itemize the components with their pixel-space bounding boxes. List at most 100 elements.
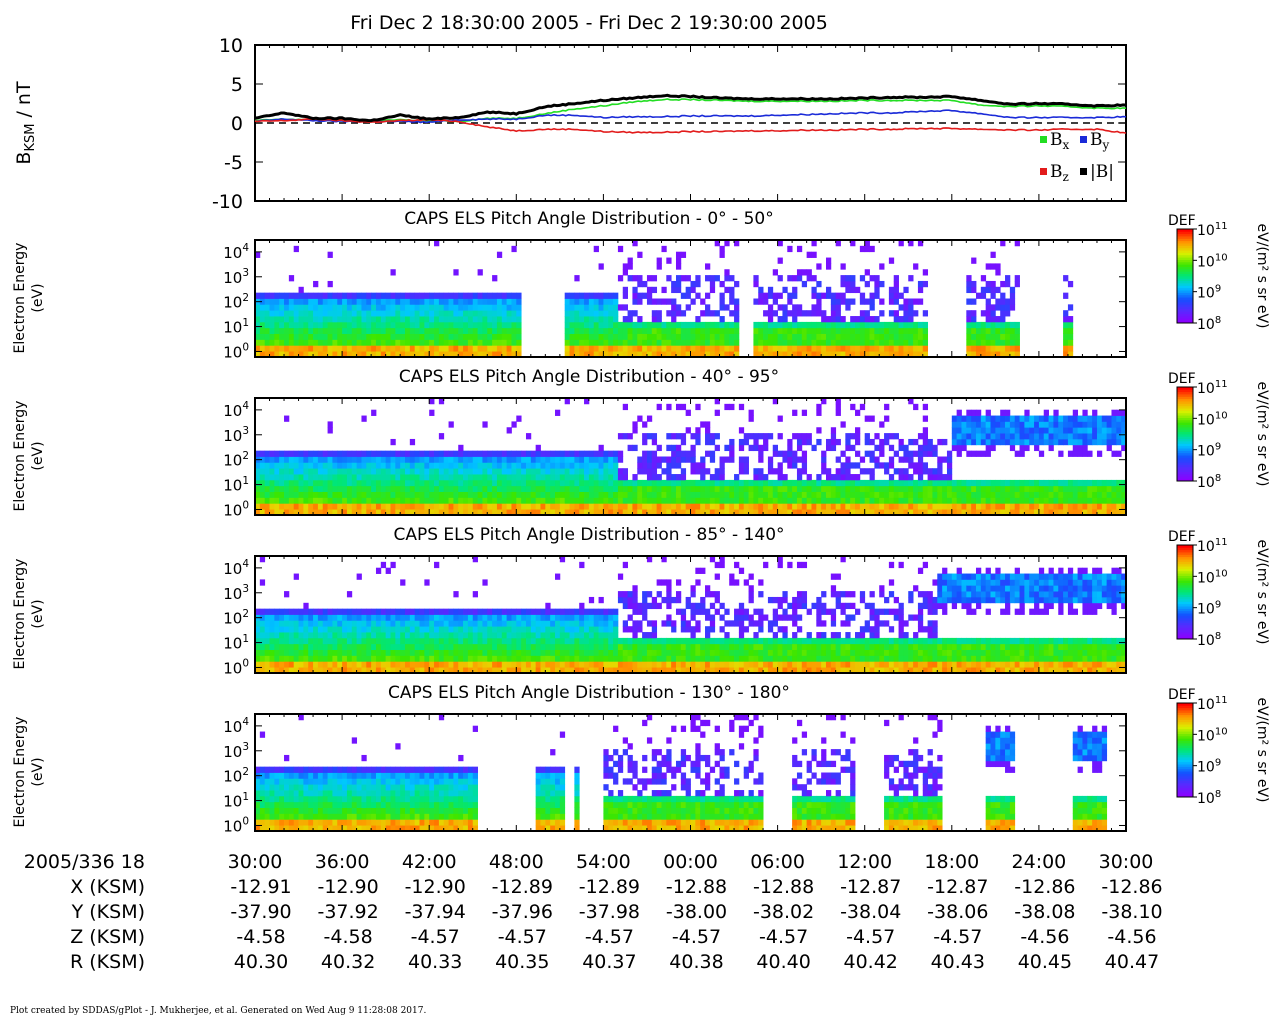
spectrogram-cell xyxy=(255,304,261,311)
spectrogram-cell xyxy=(705,333,711,340)
spectrogram-cell xyxy=(458,316,464,323)
spectrogram-cell xyxy=(680,292,687,299)
spectrogram-cell xyxy=(463,321,469,329)
spectrogram-cell xyxy=(356,620,362,627)
spectrogram-cell xyxy=(1106,491,1112,498)
spectrogram-cell xyxy=(1072,450,1079,457)
spectrogram-cell xyxy=(409,655,416,662)
spectrogram-cell xyxy=(980,321,987,329)
spectrogram-cell xyxy=(646,275,653,282)
spectrogram-cell xyxy=(1121,444,1127,452)
spectrogram-cell xyxy=(458,450,464,457)
spectrogram-cell xyxy=(303,503,309,510)
spectrogram-cell xyxy=(763,345,769,352)
panel-title: CAPS ELS Pitch Angle Distribution - 40° … xyxy=(399,367,779,387)
spectrogram-cell xyxy=(884,462,890,469)
spectrogram-cell xyxy=(472,643,478,650)
spectrogram-cell xyxy=(782,339,788,346)
spectrogram-cell xyxy=(903,345,909,352)
spectrogram-cell xyxy=(622,491,628,498)
spectrogram-cell xyxy=(448,292,454,299)
spectrogram-cell xyxy=(946,485,953,492)
spectrogram-cell xyxy=(434,491,440,498)
spectrogram-cell xyxy=(540,620,546,627)
spectrogram-cell xyxy=(792,275,798,282)
spectrogram-cell xyxy=(288,351,295,358)
spectrogram-cell xyxy=(661,351,667,358)
spectrogram-cell xyxy=(748,497,754,504)
spectrogram-cell xyxy=(482,339,488,346)
spectrogram-cell xyxy=(719,491,725,498)
spectrogram-cell xyxy=(903,509,909,516)
spectrogram-cell xyxy=(975,433,982,440)
y-tick-label: 103 xyxy=(223,267,249,287)
spectrogram-cell xyxy=(535,444,541,452)
spectrogram-cell xyxy=(530,637,537,645)
spectrogram-cell xyxy=(1014,339,1020,346)
spectrogram-cell xyxy=(327,462,333,469)
spectrogram-cell xyxy=(850,345,856,352)
spectrogram-cell xyxy=(908,321,914,329)
spectrogram-cell xyxy=(855,438,861,446)
spectrogram-cell xyxy=(579,649,585,656)
spectrogram-cell xyxy=(279,632,285,639)
spectrogram-cell xyxy=(1024,415,1030,422)
spectrogram-cell xyxy=(400,491,406,498)
spectrogram-cell xyxy=(922,427,929,434)
spectrogram-cell xyxy=(888,351,895,358)
spectrogram-cell xyxy=(438,450,445,457)
spectrogram-cell xyxy=(414,304,420,311)
spectrogram-cell xyxy=(598,345,604,352)
spectrogram-cell xyxy=(298,304,304,311)
spectrogram-cell xyxy=(879,345,885,352)
spectrogram-cell xyxy=(400,321,406,329)
spectrogram-cell xyxy=(782,316,788,323)
spectrogram-cell xyxy=(666,444,672,452)
spectrogram-cell xyxy=(327,333,333,340)
spectrogram-cell xyxy=(637,292,643,299)
spectrogram-cell xyxy=(1063,292,1069,299)
spectrogram-cell xyxy=(753,321,759,329)
spectrogram-cell xyxy=(966,503,972,510)
spectrogram-cell xyxy=(385,468,391,475)
spectrogram-cell xyxy=(390,491,396,498)
spectrogram-cell xyxy=(792,462,798,469)
y-tick-label: 102 xyxy=(223,450,249,470)
spectrogram-cell xyxy=(971,321,977,329)
spectrogram-cell xyxy=(521,462,527,469)
spectrogram-cell xyxy=(564,503,570,510)
colorbar-step xyxy=(1177,405,1193,409)
spectrogram-cell xyxy=(898,333,904,340)
spectrogram-cell xyxy=(424,304,430,311)
spectrogram-cell xyxy=(646,286,653,294)
spectrogram-cell xyxy=(966,479,972,487)
spectrogram-cell xyxy=(1072,509,1079,516)
spectrogram-cell xyxy=(608,509,614,516)
spectrogram-cell xyxy=(322,351,328,358)
spectrogram-cell xyxy=(492,503,498,510)
spectrogram-cell xyxy=(1082,491,1088,498)
spectrogram-cell xyxy=(1096,509,1103,516)
spectrogram-cell xyxy=(521,468,527,475)
spectrogram-cell xyxy=(482,497,488,504)
spectrogram-cell xyxy=(622,316,628,323)
spectrogram-cell xyxy=(463,608,469,615)
spectrogram-cell xyxy=(622,433,628,440)
spectrogram-cell xyxy=(1082,444,1088,452)
spectrogram-cell xyxy=(255,479,261,487)
spectrogram-cell xyxy=(879,327,885,334)
spectrogram-cell xyxy=(448,649,454,656)
spectrogram-cell xyxy=(835,485,841,492)
colorbar-title: DEF xyxy=(1168,213,1196,229)
spectrogram-cell xyxy=(598,632,604,639)
spectrogram-cell xyxy=(284,608,290,615)
spectrogram-cell xyxy=(405,450,411,457)
colorbar-step xyxy=(1177,415,1193,418)
spectrogram-cell xyxy=(603,468,609,475)
spectrogram-cell xyxy=(593,468,599,475)
spectrogram-cell xyxy=(613,339,619,346)
spectrogram-cell xyxy=(855,479,861,487)
spectrogram-cell xyxy=(564,450,570,457)
spectrogram-cell xyxy=(821,479,827,487)
spectrogram-cell xyxy=(259,479,266,487)
